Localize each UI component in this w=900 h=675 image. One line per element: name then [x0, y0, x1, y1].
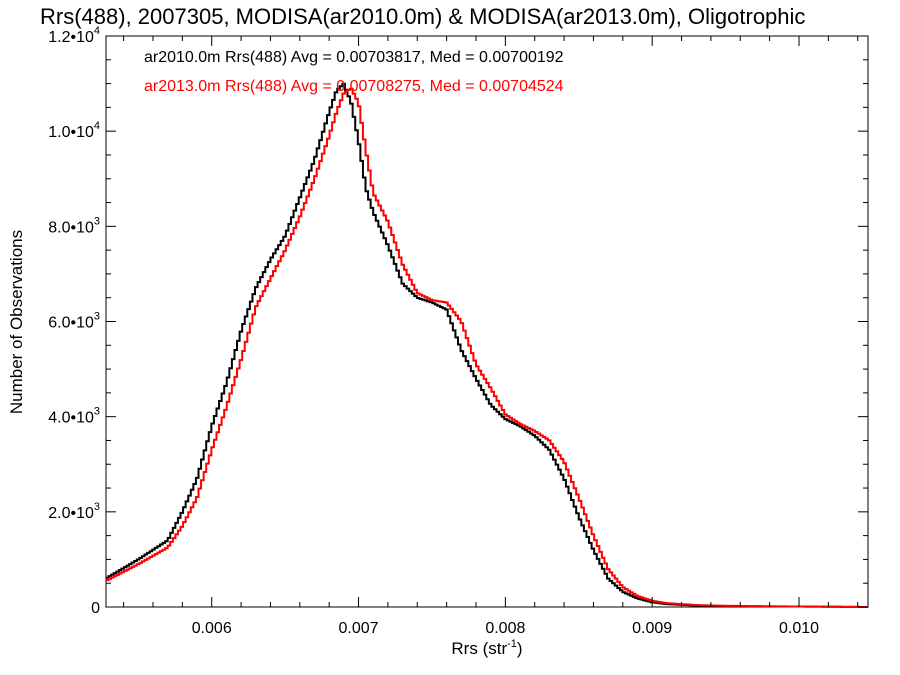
tick-label-layer: 0.006 0.007 0.008 0.009 0.010 0 2.0•103 4.0•103… [48, 25, 819, 637]
x-axis-label: Rrs (str-1) [451, 638, 522, 658]
y-tick-label: 8.0•103 [48, 215, 100, 236]
y-tick-label: 1.0•104 [48, 120, 100, 141]
y-tick-label: 2.0•103 [48, 501, 100, 522]
tick-layer [106, 35, 868, 608]
x-tick-label: 0.007 [339, 620, 379, 637]
y-tick-label: 1.2•104 [48, 25, 100, 46]
y-tick-label: 0 [91, 600, 100, 617]
series-line-0 [106, 82, 868, 608]
x-tick-label: 0.008 [485, 620, 525, 637]
legend-entry-ar2010: ar2010.0m Rrs(488) Avg = 0.00703817, Med… [144, 49, 564, 66]
plot-frame [105, 35, 869, 608]
y-tick-label: 6.0•103 [48, 311, 100, 332]
y-tick-label: 4.0•103 [48, 406, 100, 427]
y-axis-label: Number of Observations [7, 230, 26, 414]
x-tick-label: 0.010 [779, 620, 819, 637]
series-line-1 [106, 87, 868, 608]
series-layer [106, 82, 868, 608]
x-tick-label: 0.009 [632, 620, 672, 637]
plot-border [105, 35, 869, 608]
chart-title: Rrs(488), 2007305, MODISA(ar2010.0m) & M… [40, 4, 805, 29]
legend-entry-ar2013: ar2013.0m Rrs(488) Avg = 0.00708275, Med… [144, 78, 564, 95]
x-tick-label: 0.006 [192, 620, 232, 637]
